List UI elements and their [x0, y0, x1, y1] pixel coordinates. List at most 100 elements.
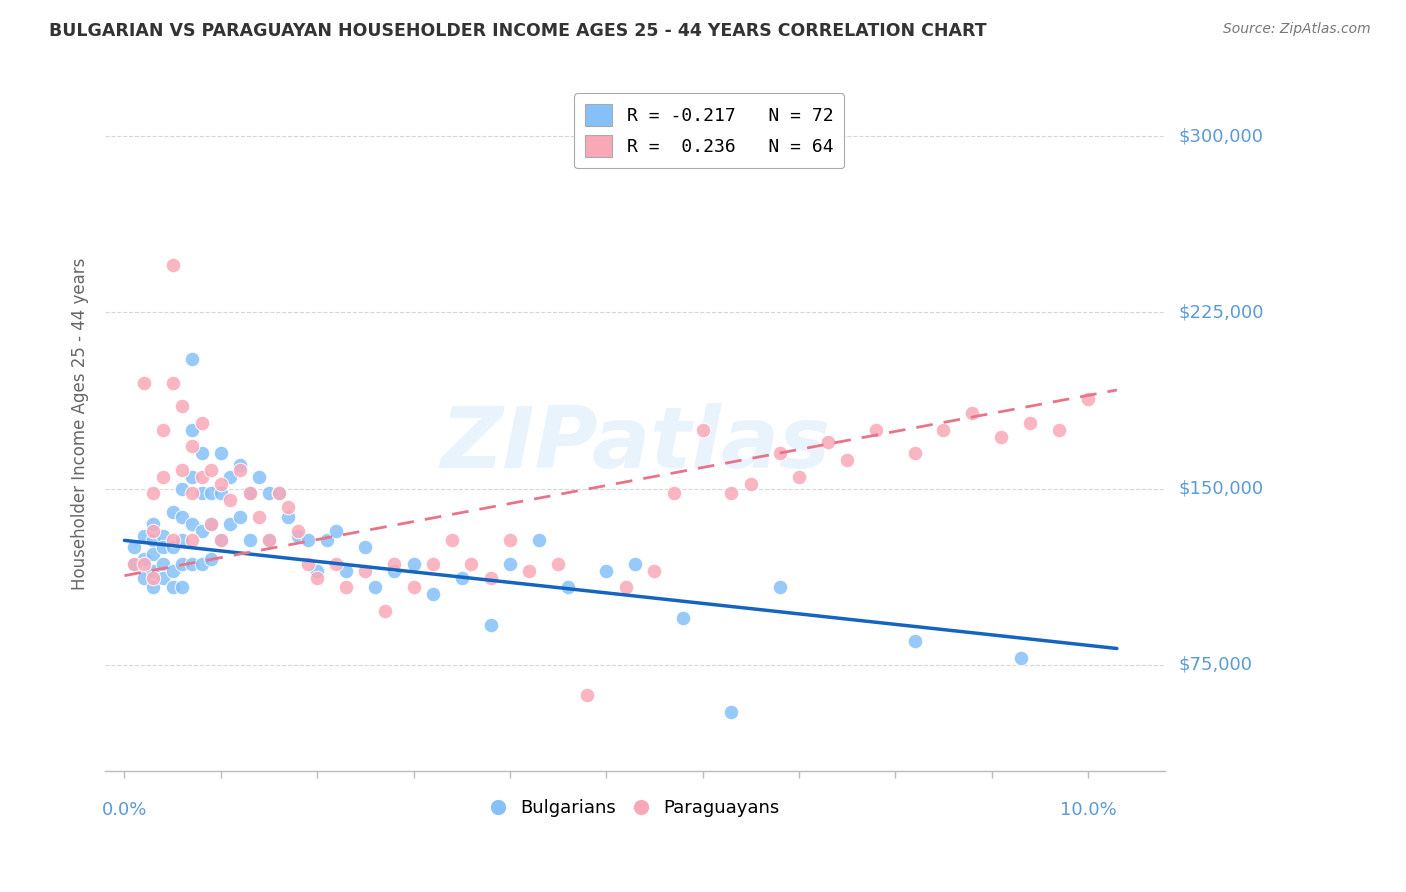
Point: [962, 407, 984, 421]
Point: [865, 423, 887, 437]
Point: [142, 571, 165, 585]
Point: [190, 470, 212, 484]
Point: [547, 557, 569, 571]
Point: [132, 376, 155, 390]
Point: [229, 509, 252, 524]
Point: [162, 259, 184, 273]
Point: [335, 564, 357, 578]
Point: [247, 509, 270, 524]
Point: [209, 477, 232, 491]
Point: [382, 564, 405, 578]
Point: [720, 486, 742, 500]
Point: [692, 423, 714, 437]
Point: [181, 516, 204, 531]
Point: [267, 486, 290, 500]
Text: Source: ZipAtlas.com: Source: ZipAtlas.com: [1223, 22, 1371, 37]
Point: [209, 533, 232, 548]
Point: [122, 557, 145, 571]
Point: [382, 557, 405, 571]
Point: [335, 581, 357, 595]
Point: [181, 486, 204, 500]
Point: [402, 581, 425, 595]
Point: [239, 486, 262, 500]
Point: [181, 557, 204, 571]
Point: [740, 477, 762, 491]
Point: [307, 571, 329, 585]
Point: [1019, 416, 1042, 430]
Point: [817, 434, 839, 449]
Point: [142, 524, 165, 538]
Point: [181, 423, 204, 437]
Point: [200, 516, 222, 531]
Point: [229, 463, 252, 477]
Point: [479, 571, 502, 585]
Point: [132, 571, 155, 585]
Point: [932, 423, 955, 437]
Point: [325, 524, 347, 538]
Point: [162, 564, 184, 578]
Point: [181, 352, 204, 367]
Point: [229, 458, 252, 473]
Point: [219, 493, 242, 508]
Point: [297, 533, 319, 548]
Point: [142, 516, 165, 531]
Point: [315, 533, 337, 548]
Point: [162, 581, 184, 595]
Point: [277, 509, 299, 524]
Point: [162, 541, 184, 555]
Point: [190, 557, 212, 571]
Point: [172, 463, 194, 477]
Point: [200, 463, 222, 477]
Point: [142, 581, 165, 595]
Text: $150,000: $150,000: [1180, 480, 1264, 498]
Point: [209, 486, 232, 500]
Point: [152, 529, 174, 543]
Point: [422, 557, 444, 571]
Point: [990, 430, 1012, 444]
Point: [267, 486, 290, 500]
Point: [517, 564, 540, 578]
Point: [903, 446, 925, 460]
Point: [172, 557, 194, 571]
Point: [190, 446, 212, 460]
Point: [527, 533, 550, 548]
Point: [287, 524, 309, 538]
Point: [402, 557, 425, 571]
Point: [172, 581, 194, 595]
Point: [142, 564, 165, 578]
Point: [219, 470, 242, 484]
Point: [172, 400, 194, 414]
Point: [122, 541, 145, 555]
Point: [903, 634, 925, 648]
Point: [441, 533, 464, 548]
Point: [787, 470, 810, 484]
Point: [450, 571, 472, 585]
Point: [162, 505, 184, 519]
Point: [672, 611, 695, 625]
Point: [132, 552, 155, 566]
Point: [277, 500, 299, 515]
Point: [835, 453, 858, 467]
Point: [460, 557, 482, 571]
Point: [575, 689, 598, 703]
Point: [307, 564, 329, 578]
Point: [132, 529, 155, 543]
Point: [287, 529, 309, 543]
Point: [142, 533, 165, 548]
Point: [190, 486, 212, 500]
Point: [181, 533, 204, 548]
Y-axis label: Householder Income Ages 25 - 44 years: Householder Income Ages 25 - 44 years: [72, 258, 89, 591]
Text: $300,000: $300,000: [1180, 128, 1264, 145]
Point: [354, 564, 377, 578]
Point: [479, 618, 502, 632]
Point: [152, 571, 174, 585]
Point: [354, 541, 377, 555]
Point: [595, 564, 617, 578]
Point: [364, 581, 387, 595]
Point: [152, 541, 174, 555]
Point: [172, 509, 194, 524]
Point: [499, 557, 522, 571]
Point: [247, 470, 270, 484]
Point: [209, 446, 232, 460]
Point: [1077, 392, 1099, 407]
